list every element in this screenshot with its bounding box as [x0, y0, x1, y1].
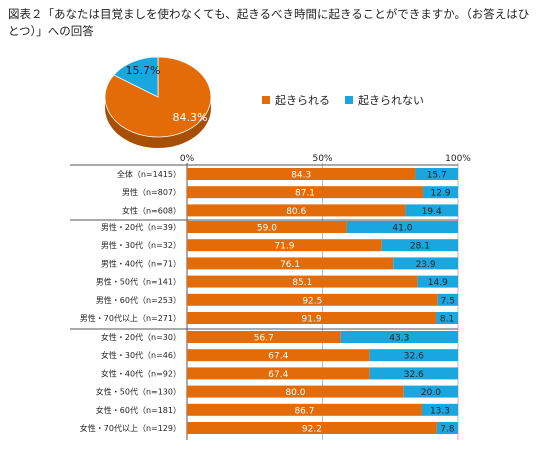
bar-yes — [187, 221, 347, 233]
bar-yes — [187, 403, 422, 416]
bar-yes — [187, 349, 370, 362]
bar-yes — [187, 312, 437, 324]
row-label: 女性・70代以上（n=129） — [80, 423, 181, 433]
row-label: 女性・30代（n=46） — [101, 350, 181, 360]
bar-no — [421, 403, 458, 416]
row-label: 男性・20代（n=39） — [101, 222, 181, 232]
row-label: 女性（n=608） — [122, 205, 181, 215]
value-label-yes: 86.7 — [294, 406, 314, 416]
row-label: 男性・40代（n=71） — [101, 258, 181, 268]
value-label-no: 20.0 — [421, 388, 441, 398]
value-label-no: 15.7 — [427, 171, 447, 181]
row-label: 全体（n=1415） — [117, 169, 181, 179]
legend-label-no: 起きられない — [358, 94, 424, 107]
bar-no — [403, 385, 458, 398]
bar-no — [436, 312, 458, 324]
bar-no — [437, 293, 458, 306]
bar-yes — [187, 367, 370, 380]
bar-no — [436, 422, 458, 434]
bar-no — [340, 331, 458, 343]
value-label-no: 41.0 — [392, 224, 412, 234]
row-label: 女性・20代（n=30） — [101, 332, 181, 342]
value-label-no: 12.9 — [430, 189, 450, 199]
bar-yes — [187, 239, 382, 252]
value-label-no: 7.5 — [441, 296, 455, 306]
bar-yes — [187, 385, 404, 398]
value-label-yes: 92.5 — [302, 296, 322, 306]
bar-no — [369, 367, 458, 380]
row-label: 女性・40代（n=92） — [101, 368, 181, 378]
value-label-yes: 91.9 — [302, 315, 322, 325]
bar-no — [405, 204, 458, 217]
value-label-no: 28.1 — [410, 242, 430, 252]
value-label-no: 32.6 — [404, 370, 424, 380]
row-label: 男性・50代（n=141） — [96, 277, 181, 287]
value-label-yes: 59.0 — [257, 224, 277, 234]
pie-slice-no — [113, 56, 159, 98]
figure-title: 図表２「あなたは目覚ましを使わなくても、起きるべき時間に起きることができますか。… — [8, 7, 530, 38]
value-label-no: 19.4 — [422, 207, 442, 217]
bar-yes — [187, 186, 424, 199]
pie-label-no: 15.7% — [126, 64, 161, 77]
value-label-no: 32.6 — [404, 352, 424, 362]
row-label: 男性・70代以上（n=271） — [80, 313, 181, 323]
value-label-yes: 92.2 — [302, 425, 322, 435]
value-label-yes: 71.9 — [274, 242, 294, 252]
legend-swatch-no — [345, 96, 353, 104]
value-label-no: 14.9 — [428, 278, 448, 288]
bar-yes — [187, 275, 418, 288]
x-tick-label: 50% — [312, 154, 332, 164]
legend-item-yes: 起きられる — [262, 92, 330, 108]
value-label-yes: 84.3 — [291, 171, 311, 181]
bar-no — [423, 186, 458, 199]
row-label: 男性・30代（n=32） — [101, 240, 181, 250]
bar-yes — [187, 204, 406, 217]
bar-no — [393, 257, 458, 270]
row-label: 男性・60代（n=253） — [96, 295, 181, 305]
bar-yes — [187, 168, 416, 180]
value-label-yes: 76.1 — [280, 260, 300, 270]
value-label-yes: 67.4 — [268, 352, 288, 362]
value-label-no: 43.3 — [389, 334, 409, 344]
pie-label-yes: 84.3% — [173, 111, 208, 124]
legend-swatch-yes — [262, 96, 270, 104]
pie-side — [105, 97, 211, 148]
value-label-no: 8.1 — [440, 315, 454, 325]
value-label-yes: 85.1 — [292, 278, 312, 288]
legend-label-yes: 起きられる — [275, 94, 330, 107]
value-label-yes: 67.4 — [268, 370, 288, 380]
bar-yes — [187, 257, 394, 270]
value-label-no: 7.8 — [440, 425, 455, 435]
row-label: 女性・60代（n=181） — [96, 405, 181, 415]
value-label-yes: 87.1 — [295, 189, 315, 199]
value-label-no: 13.3 — [430, 406, 450, 416]
bar-no — [346, 221, 458, 233]
value-label-yes: 80.6 — [286, 207, 306, 217]
row-label: 男性（n=807） — [122, 187, 181, 197]
bar-no — [369, 349, 458, 362]
value-label-yes: 56.7 — [254, 334, 274, 344]
bar-yes — [187, 331, 341, 343]
x-tick-label: 100% — [445, 154, 471, 164]
bar-no — [381, 239, 458, 252]
value-label-no: 23.9 — [416, 260, 436, 270]
value-label-yes: 80.0 — [285, 388, 305, 398]
bar-no — [415, 168, 458, 180]
bar-no — [417, 275, 458, 288]
legend-item-no: 起きられない — [345, 92, 424, 108]
x-tick-label: 0% — [180, 154, 195, 164]
bar-yes — [187, 422, 437, 434]
row-label: 女性・50代（n=130） — [96, 387, 181, 397]
bar-yes — [187, 293, 438, 306]
